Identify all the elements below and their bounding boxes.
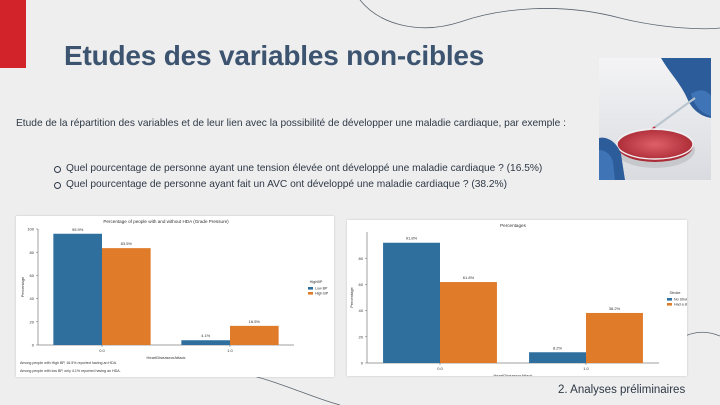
legend-swatch [308, 292, 313, 295]
bar [440, 282, 497, 363]
bar [230, 325, 279, 345]
y-tick-label: 0 [32, 343, 35, 348]
x-tick-label: 1.0 [227, 348, 233, 353]
bar [383, 242, 440, 363]
legend-swatch [667, 303, 672, 306]
section-footer: 2. Analyses préliminaires [558, 384, 686, 396]
lab-petri-dish-photo [599, 58, 711, 180]
bar-data-label: 16.5% [249, 319, 261, 324]
bar-data-label: 8.2% [553, 345, 563, 350]
legend-swatch [308, 287, 313, 290]
chart-stroke: Percentages 0 20 40 60 80 Percentage 91.8% 61.8%… [347, 220, 687, 376]
y-tick-label: 0 [361, 361, 364, 366]
y-tick-label: 60 [30, 273, 35, 278]
y-tick-label: 60 [359, 282, 364, 287]
accent-bar [0, 0, 26, 68]
bar [53, 233, 102, 345]
bar [181, 340, 230, 345]
chart-title: Percentages [500, 223, 526, 228]
legend-swatch [667, 298, 672, 301]
legend-label: Had a stroke [674, 303, 687, 307]
x-axis-label: HeartDiseaseorAttack [147, 355, 186, 360]
legend-label: Low BP [315, 287, 328, 291]
bar-data-label: 83.5% [121, 241, 133, 246]
y-tick-label: 80 [359, 256, 364, 261]
x-tick-label: 1.0 [583, 366, 589, 371]
bar-data-label: 95.9% [72, 227, 84, 232]
legend-title: HighBP [310, 280, 323, 284]
x-tick-label: 0.0 [437, 366, 443, 371]
chart-title: Percentage of people with and without HD… [103, 219, 229, 224]
y-tick-label: 20 [30, 319, 35, 324]
question-list: Quel pourcentage de personne ayant une t… [54, 161, 542, 193]
y-tick-label: 40 [30, 296, 35, 301]
y-tick-label: 80 [30, 250, 35, 255]
bar [529, 352, 586, 363]
y-tick-label: 100 [27, 227, 34, 232]
slide-title: Etudes des variables non-cibles [64, 40, 485, 71]
bar-data-label: 4.1% [201, 333, 211, 338]
bar [102, 248, 151, 345]
bar-data-label: 38.2% [609, 306, 621, 311]
y-tick-label: 40 [359, 308, 364, 313]
legend-title: Stroke [670, 291, 681, 295]
chart-high-bp-svg: Percentage of people with and without HD… [20, 219, 329, 373]
intro-text: Etude de la répartition des variables et… [16, 118, 566, 129]
y-axis-label: Percentage [20, 276, 25, 297]
x-tick-label: 0.0 [99, 348, 105, 353]
question-item: Quel pourcentage de personne ayant fait … [54, 177, 542, 193]
y-tick-label: 20 [359, 334, 364, 339]
chart-note: Among people with low BP, only 4.1% repo… [20, 369, 121, 373]
bar-data-label: 91.8% [406, 236, 418, 241]
x-axis-label: HeartDiseaseorAttack [494, 373, 533, 376]
chart-stroke-svg: Percentages 0 20 40 60 80 Percentage 91.8% 61.8%… [349, 223, 687, 376]
chart-high-bp: Percentage of people with and without HD… [16, 216, 334, 377]
chart-note: Among people with High BP, 16.5% reporte… [20, 361, 117, 365]
bar [586, 312, 643, 363]
bar-data-label: 61.8% [463, 275, 475, 280]
question-item: Quel pourcentage de personne ayant une t… [54, 161, 542, 177]
legend-label: High BP [315, 292, 329, 296]
legend-label: No Stroke [674, 298, 687, 302]
y-axis-label: Percentage [349, 287, 354, 308]
